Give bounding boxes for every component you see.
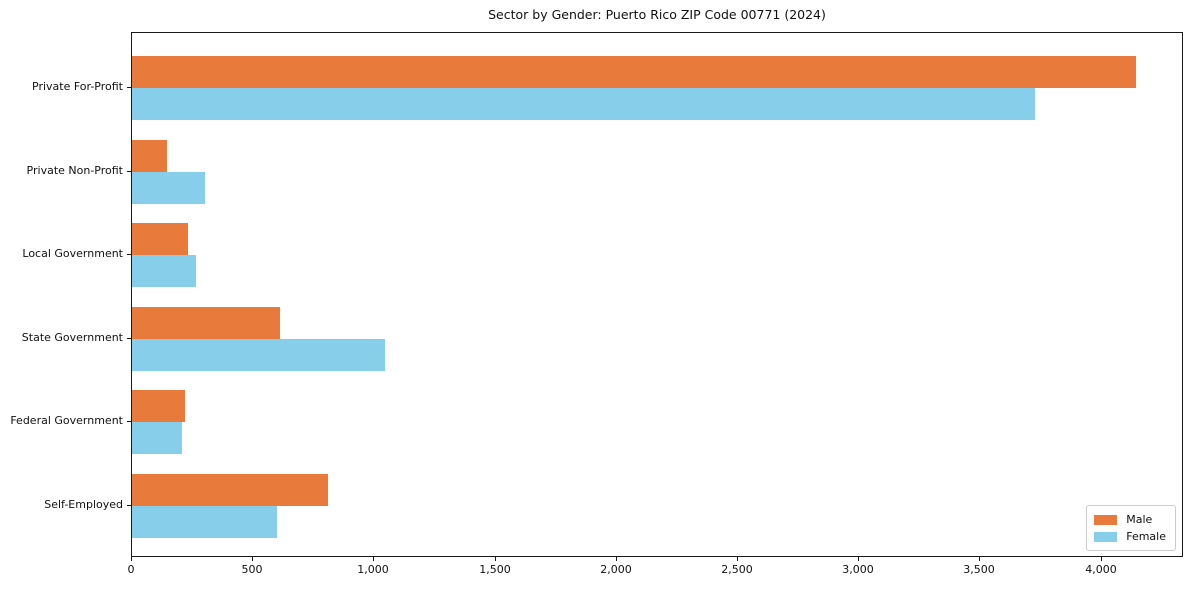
legend-entry-female: Female — [1094, 528, 1166, 545]
y-tick-mark — [127, 421, 131, 422]
x-tick-label: 0 — [127, 563, 135, 576]
legend-label-male: Male — [1126, 513, 1153, 526]
legend-label-female: Female — [1126, 530, 1166, 543]
y-tick-mark — [127, 171, 131, 172]
chart-title: Sector by Gender: Puerto Rico ZIP Code 0… — [488, 7, 826, 22]
x-tick-mark — [131, 557, 132, 561]
legend-entry-male: Male — [1094, 511, 1166, 528]
x-tick-mark — [495, 557, 496, 561]
legend: Male Female — [1086, 505, 1176, 551]
x-tick-label: 1,500 — [479, 563, 511, 576]
bar-male-state-government — [132, 306, 280, 339]
y-tick-label-self-employed: Self-Employed — [44, 498, 123, 511]
bar-male-federal-government — [132, 390, 185, 422]
x-tick-label: 500 — [241, 563, 263, 576]
y-tick-mark — [127, 338, 131, 339]
y-tick-label-private-non-profit: Private Non-Profit — [26, 164, 123, 177]
y-tick-label-federal-government: Federal Government — [10, 414, 123, 427]
bar-female-private-non-profit — [132, 171, 205, 204]
x-tick-mark — [979, 557, 980, 561]
bar-male-self-employed — [132, 473, 328, 506]
y-tick-mark — [127, 254, 131, 255]
legend-swatch-female — [1094, 531, 1118, 542]
bar-female-local-government — [132, 255, 196, 287]
bar-female-self-employed — [132, 505, 277, 538]
bar-female-private-for-profit — [132, 88, 1035, 120]
plot-area: Male Female — [131, 32, 1183, 557]
bar-female-state-government — [132, 338, 385, 371]
x-tick-label: 2,500 — [721, 563, 753, 576]
bar-female-federal-government — [132, 422, 182, 454]
x-tick-label: 1,000 — [357, 563, 389, 576]
y-tick-label-state-government: State Government — [21, 331, 123, 344]
x-tick-label: 2,000 — [600, 563, 632, 576]
y-tick-mark — [127, 87, 131, 88]
x-tick-mark — [373, 557, 374, 561]
y-tick-label-private-for-profit: Private For-Profit — [32, 80, 123, 93]
x-tick-label: 3,500 — [963, 563, 995, 576]
bar-male-private-non-profit — [132, 139, 167, 172]
y-tick-label-local-government: Local Government — [22, 247, 123, 260]
x-tick-mark — [858, 557, 859, 561]
bar-male-private-for-profit — [132, 56, 1136, 88]
bar-male-local-government — [132, 223, 188, 255]
x-tick-mark — [616, 557, 617, 561]
x-tick-label: 4,000 — [1085, 563, 1117, 576]
legend-swatch-male — [1094, 514, 1118, 525]
x-tick-mark — [252, 557, 253, 561]
x-tick-mark — [1101, 557, 1102, 561]
x-tick-mark — [737, 557, 738, 561]
x-tick-label: 3,000 — [842, 563, 874, 576]
y-tick-mark — [127, 505, 131, 506]
